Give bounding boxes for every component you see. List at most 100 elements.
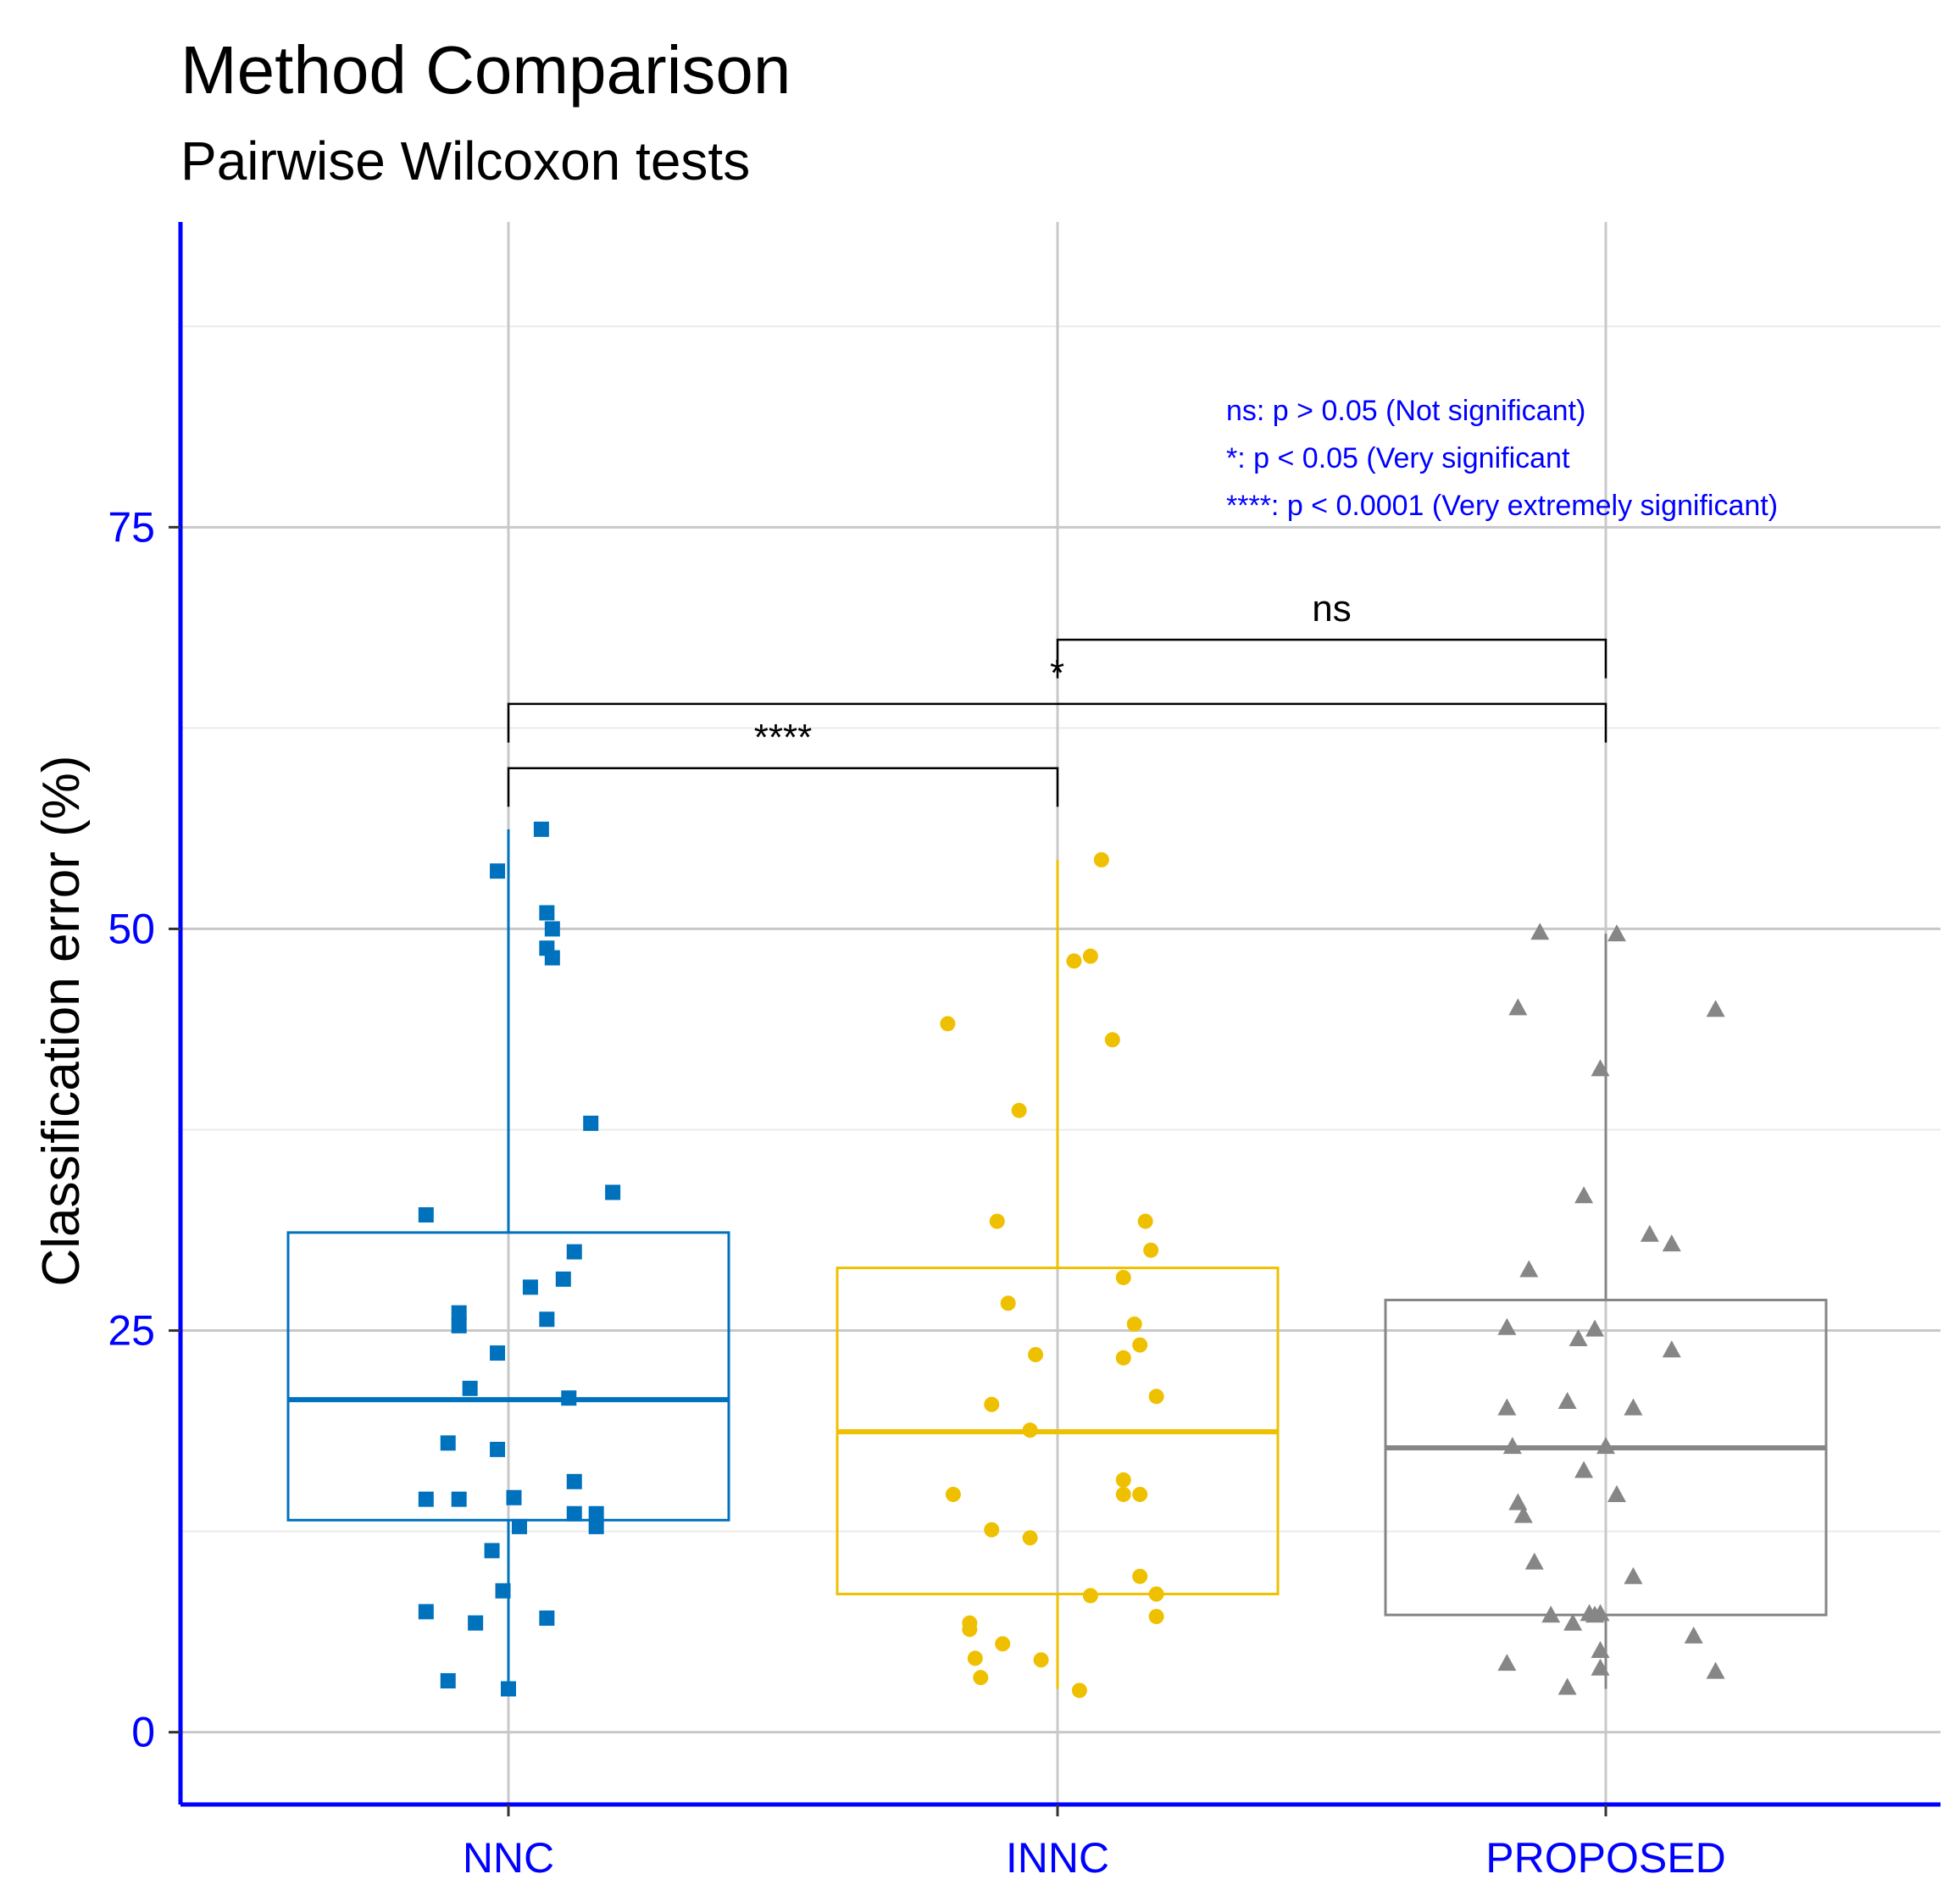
data-point xyxy=(1071,1683,1087,1699)
data-point xyxy=(544,950,560,966)
y-axis-label: Classification error (%) xyxy=(32,755,91,1286)
data-point xyxy=(539,1610,555,1627)
data-point xyxy=(566,1244,582,1260)
bracket-line xyxy=(507,702,1607,743)
data-point xyxy=(1624,1566,1643,1584)
bracket-innc-proposed: ns xyxy=(1056,588,1607,679)
data-point xyxy=(1508,1493,1528,1511)
data-point xyxy=(1497,1317,1517,1335)
data-point xyxy=(418,1604,434,1620)
data-point xyxy=(544,921,560,937)
bracket-label: ns xyxy=(1312,588,1351,629)
data-point xyxy=(1126,1316,1142,1332)
grid-lines xyxy=(180,222,1941,1805)
data-point xyxy=(440,1672,456,1688)
data-point xyxy=(1022,1530,1038,1546)
significance-note: ns: p > 0.05 (Not significant) xyxy=(1226,395,1585,427)
data-point xyxy=(1497,1398,1517,1416)
box xyxy=(286,1231,730,1522)
data-point xyxy=(566,1473,582,1489)
data-point xyxy=(1137,1213,1153,1229)
data-point xyxy=(1591,1640,1610,1658)
data-point xyxy=(1574,1186,1594,1204)
data-point xyxy=(962,1622,978,1638)
data-point xyxy=(506,1489,522,1505)
data-point xyxy=(1684,1626,1703,1644)
data-point xyxy=(522,1279,538,1295)
x-tick-label: INNC xyxy=(1006,1834,1109,1882)
data-point xyxy=(1640,1224,1659,1242)
data-point xyxy=(1591,1059,1610,1077)
y-tick-label: 25 xyxy=(108,1307,155,1355)
data-point xyxy=(1607,924,1626,942)
data-point xyxy=(1530,923,1550,940)
data-point xyxy=(1000,1295,1016,1311)
bracket-label: **** xyxy=(754,717,813,758)
data-point xyxy=(1706,1661,1725,1679)
data-points xyxy=(418,821,1725,1699)
data-point xyxy=(451,1317,467,1333)
data-point xyxy=(1148,1389,1164,1405)
data-point xyxy=(940,1016,956,1032)
data-point xyxy=(418,1207,434,1223)
significance-note: *: p < 0.05 (Very significant xyxy=(1226,442,1570,474)
data-point xyxy=(1596,1437,1615,1455)
data-point xyxy=(1624,1398,1643,1416)
data-point xyxy=(511,1518,527,1534)
data-point xyxy=(1519,1260,1539,1278)
bracket-line xyxy=(1056,638,1607,679)
data-point xyxy=(462,1380,478,1396)
data-point xyxy=(495,1583,511,1599)
data-point xyxy=(1104,1032,1120,1048)
data-point xyxy=(566,1505,582,1522)
bracket-nnc-innc: **** xyxy=(507,717,1059,807)
data-point xyxy=(1011,1102,1027,1118)
data-point xyxy=(440,1435,456,1451)
y-tick-label: 0 xyxy=(131,1709,155,1756)
significance-note: ****: p < 0.0001 (Very extremely signifi… xyxy=(1226,490,1778,522)
data-point xyxy=(1132,1568,1148,1584)
y-tick-label: 75 xyxy=(108,503,155,551)
data-point xyxy=(989,1213,1005,1229)
data-point xyxy=(1508,998,1528,1016)
data-point xyxy=(1082,948,1098,964)
significance-brackets: *****ns xyxy=(507,588,1607,807)
data-point xyxy=(539,1311,555,1328)
data-point xyxy=(1143,1242,1159,1258)
data-point xyxy=(1502,1437,1522,1455)
x-tick-label: NNC xyxy=(463,1834,554,1882)
data-point xyxy=(995,1636,1011,1652)
data-point xyxy=(533,821,549,837)
significance-legend: ns: p > 0.05 (Not significant) *: p < 0.0… xyxy=(1226,395,1778,522)
bracket-line xyxy=(507,767,1059,807)
chart-title: Method Comparison xyxy=(180,32,791,108)
data-point xyxy=(490,1441,506,1457)
data-point xyxy=(1066,953,1082,969)
x-tick-label: PROPOSED xyxy=(1485,1834,1725,1882)
data-point xyxy=(484,1543,500,1559)
data-point xyxy=(539,905,555,921)
boxplot-nnc xyxy=(286,829,730,1689)
chart-subtitle: Pairwise Wilcoxon tests xyxy=(180,130,750,191)
data-point xyxy=(1115,1486,1131,1502)
data-point xyxy=(418,1491,434,1507)
data-point xyxy=(984,1396,1000,1412)
data-point xyxy=(451,1305,467,1321)
data-point xyxy=(561,1390,577,1406)
data-point xyxy=(1574,1461,1594,1478)
data-point xyxy=(555,1271,571,1287)
data-point xyxy=(1132,1337,1148,1353)
data-point xyxy=(1513,1505,1533,1523)
data-point xyxy=(1607,1484,1626,1502)
data-point xyxy=(967,1650,983,1666)
data-point xyxy=(490,1345,506,1361)
data-point xyxy=(1115,1269,1131,1285)
data-point xyxy=(1082,1588,1098,1604)
data-point xyxy=(451,1491,467,1507)
data-point xyxy=(1557,1677,1577,1695)
data-point xyxy=(605,1184,621,1200)
data-point xyxy=(1541,1605,1561,1623)
data-point xyxy=(1569,1329,1588,1347)
data-point xyxy=(1662,1234,1681,1252)
